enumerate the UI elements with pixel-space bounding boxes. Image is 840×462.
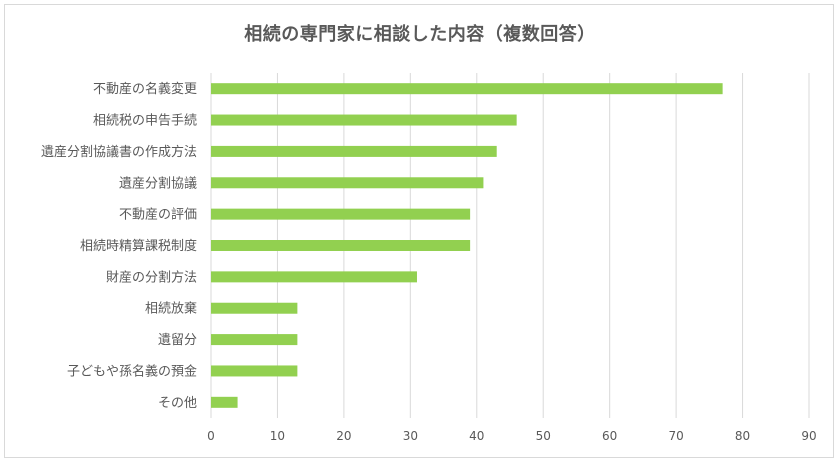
category-label: 相続時精算課税制度 bbox=[80, 238, 197, 254]
category-label: 不動産の名義変更 bbox=[93, 81, 197, 97]
bar bbox=[211, 145, 497, 157]
bar bbox=[211, 365, 298, 377]
category-label: 遺留分 bbox=[158, 333, 197, 348]
x-tick-label: 90 bbox=[801, 429, 816, 443]
x-tick-label: 10 bbox=[270, 429, 285, 443]
x-tick-label: 40 bbox=[469, 429, 484, 443]
bar bbox=[211, 334, 298, 346]
bar bbox=[211, 83, 723, 95]
bar bbox=[211, 271, 417, 283]
x-tick-label: 50 bbox=[536, 429, 551, 443]
bar bbox=[211, 114, 517, 126]
x-axis-tick-labels: 0 10 20 30 40 50 60 70 80 90 bbox=[207, 429, 816, 443]
x-tick-label: 80 bbox=[735, 429, 750, 443]
category-label: その他 bbox=[158, 396, 197, 411]
chart-frame bbox=[4, 4, 834, 458]
bar bbox=[211, 302, 298, 314]
bar bbox=[211, 177, 484, 189]
bars bbox=[211, 83, 723, 408]
category-label: 遺産分割協議 bbox=[119, 175, 197, 191]
category-label: 財産の分割方法 bbox=[106, 269, 197, 285]
x-tick-label: 30 bbox=[403, 429, 418, 443]
bar bbox=[211, 396, 238, 408]
bar bbox=[211, 208, 471, 220]
category-label: 子どもや孫名義の預金 bbox=[67, 363, 197, 379]
x-tick-label: 20 bbox=[336, 429, 351, 443]
chart-title: 相続の専門家に相談した内容（複数回答） bbox=[244, 24, 596, 45]
x-tick-label: 70 bbox=[668, 429, 683, 443]
category-label: 相続放棄 bbox=[145, 302, 197, 317]
category-labels: 不動産の名義変更相続税の申告手続遺産分割協議書の作成方法遺産分割協議不動産の評価… bbox=[41, 81, 197, 411]
bar bbox=[211, 240, 471, 251]
x-tick-label: 60 bbox=[602, 429, 617, 443]
category-label: 不動産の評価 bbox=[119, 207, 197, 223]
category-label: 相続税の申告手続 bbox=[93, 114, 197, 129]
category-label: 遺産分割協議書の作成方法 bbox=[41, 144, 197, 160]
x-tick-label: 0 bbox=[207, 429, 215, 443]
